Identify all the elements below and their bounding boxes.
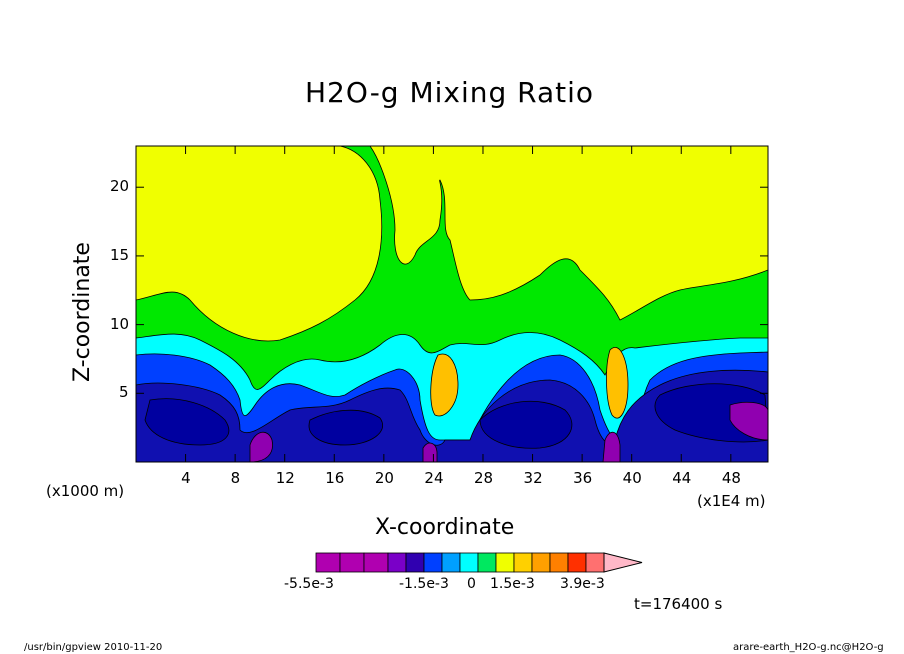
colorbar-segment — [387, 552, 407, 573]
colorbar-segment — [477, 552, 497, 573]
x-unit-left: (x1000 m) — [46, 482, 125, 500]
x-tick-label: 20 — [374, 469, 394, 487]
plot-frame — [135, 145, 769, 463]
colorbar-segment — [549, 552, 569, 573]
x-tick-label: 48 — [721, 469, 741, 487]
y-axis-label: Z-coordinate — [70, 242, 95, 382]
colorbar-label-4: 3.9e-3 — [560, 576, 605, 592]
colorbar-segment — [567, 552, 587, 573]
colorbar-segment — [423, 552, 443, 573]
y-tick-label: 10 — [110, 314, 130, 333]
x-unit-right: (x1E4 m) — [697, 492, 766, 510]
contour-purple — [249, 401, 768, 462]
x-ticks — [185, 146, 732, 462]
x-tick-label: 32 — [523, 469, 543, 487]
x-axis-label: X-coordinate — [375, 515, 515, 540]
footer-left: /usr/bin/gpview 2010-11-20 — [24, 642, 163, 653]
time-label: t=176400 s — [634, 595, 723, 613]
colorbar-segment — [363, 552, 389, 573]
y-tick-label: 5 — [119, 383, 129, 402]
colorbar-segment — [585, 552, 605, 573]
x-tick-label: 16 — [325, 469, 345, 487]
colorbar-segment — [315, 552, 341, 573]
colorbar-label-3: 1.5e-3 — [490, 576, 535, 592]
y-ticks — [136, 186, 768, 394]
colorbar-segment — [441, 552, 461, 573]
y-tick-label: 15 — [110, 245, 130, 264]
x-tick-label: 4 — [181, 469, 191, 487]
colorbar — [315, 552, 643, 573]
contour-field — [136, 146, 768, 462]
x-tick-label: 44 — [672, 469, 692, 487]
y-tick-label: 20 — [110, 177, 130, 196]
colorbar-segment — [405, 552, 425, 573]
x-tick-label: 8 — [230, 469, 241, 487]
colorbar-segment — [495, 552, 515, 573]
colorbar-label-2: 0 — [467, 576, 476, 592]
contour-navy — [144, 383, 768, 449]
colorbar-segment — [459, 552, 479, 573]
colorbar-segment — [531, 552, 551, 573]
x-tick-label: 12 — [275, 469, 295, 487]
chart-title: H2O-g Mixing Ratio — [305, 76, 595, 109]
x-tick-label: 40 — [622, 469, 642, 487]
colorbar-label-1: -1.5e-3 — [399, 576, 449, 592]
contour-orange — [430, 347, 629, 419]
x-tick-label: 28 — [473, 469, 494, 487]
x-tick-label: 24 — [424, 469, 444, 487]
colorbar-arrow — [603, 552, 643, 573]
x-tick-label: 36 — [573, 469, 593, 487]
colorbar-segment — [339, 552, 365, 573]
colorbar-label-0: -5.5e-3 — [284, 576, 334, 592]
footer-right: arare-earth_H2O-g.nc@H2O-g — [733, 642, 884, 653]
colorbar-segment — [513, 552, 533, 573]
